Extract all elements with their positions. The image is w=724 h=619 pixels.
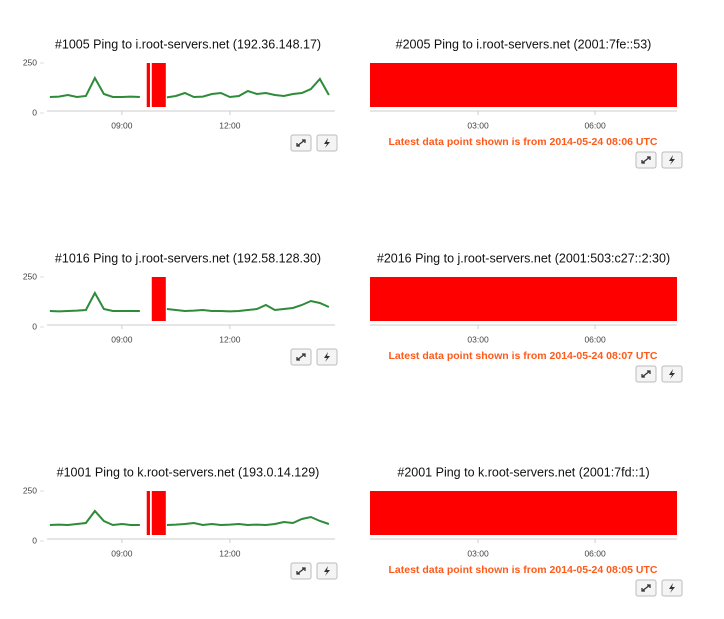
zoom-button[interactable] — [290, 562, 312, 580]
stale-warning: Latest data point shown is from 2014-05-… — [389, 136, 658, 148]
zoom-icon — [641, 370, 651, 378]
x-tick-label: 12:00 — [219, 334, 241, 344]
bolt-icon — [669, 583, 675, 593]
y-tick-label: 250 — [23, 271, 37, 281]
ping-line — [49, 509, 330, 527]
y-tick-label: 0 — [32, 535, 37, 545]
x-tick-label: 09:00 — [111, 334, 133, 344]
outage — [146, 491, 150, 535]
ping-line — [49, 290, 330, 313]
bolt-icon — [324, 352, 330, 362]
zoom-button[interactable] — [290, 348, 312, 366]
x-tick-label: 06:00 — [584, 548, 606, 558]
outage — [151, 491, 166, 535]
zoom-button[interactable] — [290, 134, 312, 152]
live-button[interactable] — [661, 579, 683, 597]
zoom-icon — [641, 156, 651, 164]
x-tick-label: 12:00 — [219, 548, 241, 558]
outage — [370, 277, 677, 321]
panel-title: #2005 Ping to i.root-servers.net (2001:7… — [396, 37, 652, 51]
bolt-icon — [669, 155, 675, 165]
panel-title: #1001 Ping to k.root-servers.net (193.0.… — [57, 465, 320, 479]
bolt-icon — [324, 138, 330, 148]
outage — [146, 63, 150, 107]
outage — [151, 63, 166, 107]
ping-line — [49, 75, 330, 99]
y-tick-label: 0 — [32, 321, 37, 331]
stale-warning: Latest data point shown is from 2014-05-… — [389, 564, 658, 576]
zoom-button[interactable] — [635, 151, 657, 169]
stale-warning: Latest data point shown is from 2014-05-… — [389, 350, 658, 362]
panel-title: #1016 Ping to j.root-servers.net (192.58… — [55, 251, 321, 265]
outage — [370, 63, 677, 107]
x-tick-label: 06:00 — [584, 120, 606, 130]
panel-title: #1005 Ping to i.root-servers.net (192.36… — [55, 37, 321, 51]
y-tick-label: 250 — [23, 485, 37, 495]
zoom-icon — [641, 584, 651, 592]
bolt-icon — [324, 566, 330, 576]
outage — [151, 277, 166, 321]
zoom-icon — [296, 567, 306, 575]
x-tick-label: 03:00 — [467, 548, 489, 558]
bolt-icon — [669, 369, 675, 379]
panel-title: #2001 Ping to k.root-servers.net (2001:7… — [397, 465, 649, 479]
live-button[interactable] — [316, 562, 338, 580]
x-tick-label: 03:00 — [467, 334, 489, 344]
panel-title: #2016 Ping to j.root-servers.net (2001:5… — [377, 251, 670, 265]
x-tick-label: 09:00 — [111, 548, 133, 558]
live-button[interactable] — [316, 348, 338, 366]
y-tick-label: 250 — [23, 57, 37, 67]
zoom-icon — [296, 353, 306, 361]
y-tick-label: 0 — [32, 107, 37, 117]
live-button[interactable] — [661, 151, 683, 169]
x-tick-label: 06:00 — [584, 334, 606, 344]
x-tick-label: 12:00 — [219, 120, 241, 130]
zoom-icon — [296, 139, 306, 147]
zoom-button[interactable] — [635, 579, 657, 597]
x-tick-label: 03:00 — [467, 120, 489, 130]
x-tick-label: 09:00 — [111, 120, 133, 130]
live-button[interactable] — [661, 365, 683, 383]
live-button[interactable] — [316, 134, 338, 152]
outage — [370, 491, 677, 535]
zoom-button[interactable] — [635, 365, 657, 383]
